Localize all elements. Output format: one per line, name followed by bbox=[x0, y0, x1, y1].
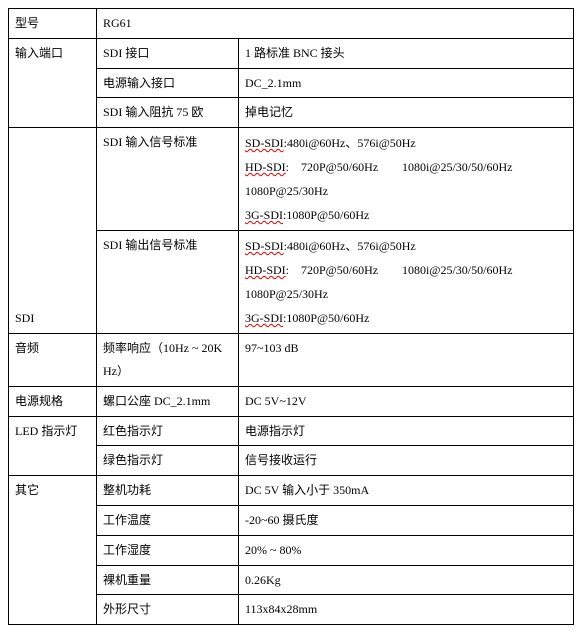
text: :480i@60Hz、576i@50Hz bbox=[284, 136, 416, 150]
cell-label: 音频 bbox=[9, 334, 97, 387]
table-row: LED 指示灯 红色指示灯 电源指示灯 bbox=[9, 416, 574, 446]
cell-sub: 频率响应（10Hz ~ 20K Hz） bbox=[97, 334, 239, 387]
text-wavy: SD-SDI bbox=[245, 239, 284, 253]
text-wavy: HD-SDI bbox=[245, 160, 286, 174]
spec-table: 型号 RG61 输入端口 SDI 接口 1 路标准 BNC 接头 电源输入接口 … bbox=[8, 8, 574, 625]
text-wavy: 3G-SDI bbox=[245, 208, 283, 222]
cell-value: 20% ~ 80% bbox=[239, 535, 574, 565]
text-wavy: HD-SDI bbox=[245, 263, 286, 277]
cell-sub: 整机功耗 bbox=[97, 476, 239, 506]
cell-sub: SDI 接口 bbox=[97, 38, 239, 68]
cell-value: SD-SDI:480i@60Hz、576i@50Hz HD-SDI: 720P@… bbox=[239, 128, 574, 231]
cell-value: 1 路标准 BNC 接头 bbox=[239, 38, 574, 68]
cell-sub: 工作湿度 bbox=[97, 535, 239, 565]
table-row: 音频 频率响应（10Hz ~ 20K Hz） 97~103 dB bbox=[9, 334, 574, 387]
cell-sub: 工作温度 bbox=[97, 505, 239, 535]
cell-value: DC 5V 输入小于 350mA bbox=[239, 476, 574, 506]
cell-value: DC_2.1mm bbox=[239, 68, 574, 98]
cell-label: 输入端口 bbox=[9, 38, 97, 127]
table-row: SDI SDI 输入信号标准 SD-SDI:480i@60Hz、576i@50H… bbox=[9, 128, 574, 231]
cell-sub: SDI 输入阻抗 75 欧 bbox=[97, 98, 239, 128]
text: :1080P@50/60Hz bbox=[283, 208, 369, 222]
cell-value: 电源指示灯 bbox=[239, 416, 574, 446]
cell-sub: 红色指示灯 bbox=[97, 416, 239, 446]
text: : 720P@50/60Hz 1080i@25/30/50/60Hz 1080P… bbox=[245, 160, 524, 198]
cell-value: RG61 bbox=[97, 9, 574, 39]
cell-label: 电源规格 bbox=[9, 386, 97, 416]
text: : 720P@50/60Hz 1080i@25/30/50/60Hz 1080P… bbox=[245, 263, 524, 301]
cell-value: DC 5V~12V bbox=[239, 386, 574, 416]
cell-sub: 外形尺寸 bbox=[97, 595, 239, 625]
text: :480i@60Hz、576i@50Hz bbox=[284, 239, 416, 253]
cell-sub: 螺口公座 DC_2.1mm bbox=[97, 386, 239, 416]
cell-value: -20~60 摄氏度 bbox=[239, 505, 574, 535]
cell-value: 掉电记忆 bbox=[239, 98, 574, 128]
cell-label: 型号 bbox=[9, 9, 97, 39]
table-row: 电源规格 螺口公座 DC_2.1mm DC 5V~12V bbox=[9, 386, 574, 416]
text: :1080P@50/60Hz bbox=[283, 311, 369, 325]
cell-value: SD-SDI:480i@60Hz、576i@50Hz HD-SDI: 720P@… bbox=[239, 231, 574, 334]
cell-sub: SDI 输出信号标准 bbox=[97, 231, 239, 334]
table-row: 型号 RG61 bbox=[9, 9, 574, 39]
cell-sub: 绿色指示灯 bbox=[97, 446, 239, 476]
cell-value: 信号接收运行 bbox=[239, 446, 574, 476]
cell-value: 0.26Kg bbox=[239, 565, 574, 595]
cell-label: LED 指示灯 bbox=[9, 416, 97, 476]
cell-value: 113x84x28mm bbox=[239, 595, 574, 625]
cell-sub: SDI 输入信号标准 bbox=[97, 128, 239, 231]
cell-sub: 裸机重量 bbox=[97, 565, 239, 595]
text-wavy: SD-SDI bbox=[245, 136, 284, 150]
text-wavy: 3G-SDI bbox=[245, 311, 283, 325]
cell-label: SDI bbox=[9, 128, 97, 334]
table-row: 输入端口 SDI 接口 1 路标准 BNC 接头 bbox=[9, 38, 574, 68]
cell-value: 97~103 dB bbox=[239, 334, 574, 387]
cell-sub: 电源输入接口 bbox=[97, 68, 239, 98]
table-row: 其它 整机功耗 DC 5V 输入小于 350mA bbox=[9, 476, 574, 506]
cell-label: 其它 bbox=[9, 476, 97, 625]
